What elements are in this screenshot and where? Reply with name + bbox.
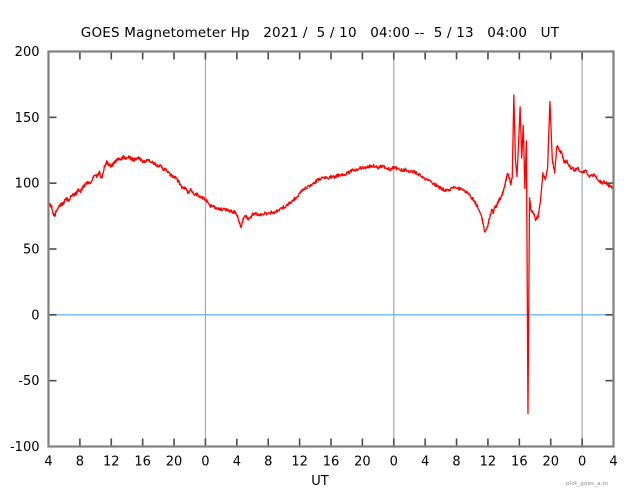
x-tick-label: 16 <box>134 455 151 470</box>
x-tick-label: 4 <box>233 455 241 470</box>
x-tick-label: 16 <box>323 455 340 470</box>
y-tick-label: 200 <box>15 45 40 60</box>
x-tick-label: 20 <box>354 455 371 470</box>
y-tick-label: 50 <box>23 243 40 258</box>
y-tick-label: 100 <box>15 177 40 192</box>
x-tick-label: 12 <box>480 455 497 470</box>
x-tick-label: 8 <box>76 455 84 470</box>
x-tick-label: 12 <box>103 455 120 470</box>
x-tick-label: 0 <box>201 455 209 470</box>
y-tick-label: 150 <box>15 111 40 126</box>
x-tick-label: 0 <box>390 455 398 470</box>
x-tick-label: 8 <box>452 455 460 470</box>
x-tick-label: 16 <box>511 455 528 470</box>
x-tick-label: 4 <box>421 455 429 470</box>
x-tick-label: 4 <box>609 455 617 470</box>
x-tick-label: 20 <box>542 455 559 470</box>
plot-watermark: plot_goes_a.m <box>566 481 609 487</box>
x-tick-label: 0 <box>578 455 586 470</box>
plot-frame <box>47 50 615 448</box>
x-tick-label: 8 <box>264 455 272 470</box>
x-tick-label: 12 <box>291 455 308 470</box>
chart-title: GOES Magnetometer Hp 2021 / 5 / 10 04:00… <box>80 25 560 41</box>
y-tick-label: -50 <box>18 374 39 389</box>
x-tick-label: 4 <box>44 455 52 470</box>
data-series-hp <box>47 94 615 415</box>
x-tick-label: 20 <box>166 455 183 470</box>
x-axis-label: UT <box>311 474 329 489</box>
y-tick-label: 0 <box>31 308 39 323</box>
y-tick-label: -100 <box>10 440 40 455</box>
